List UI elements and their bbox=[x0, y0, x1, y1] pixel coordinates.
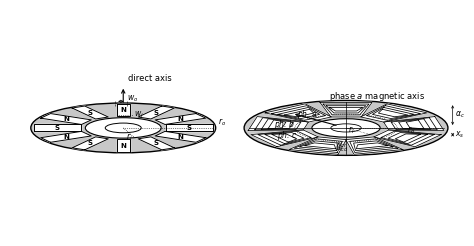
Text: $w_{cd}$: $w_{cd}$ bbox=[335, 144, 348, 154]
Polygon shape bbox=[166, 124, 213, 131]
Text: direct axis: direct axis bbox=[128, 74, 172, 83]
Polygon shape bbox=[320, 102, 372, 117]
Ellipse shape bbox=[31, 103, 216, 153]
Text: N: N bbox=[120, 107, 126, 113]
Text: S: S bbox=[55, 125, 60, 131]
Polygon shape bbox=[346, 137, 403, 154]
Polygon shape bbox=[138, 137, 174, 150]
Text: ph. $a$: ph. $a$ bbox=[297, 108, 318, 122]
Polygon shape bbox=[72, 106, 109, 119]
Text: S: S bbox=[88, 140, 93, 146]
Text: S: S bbox=[187, 125, 192, 131]
Text: phase $a$ magnetic axis: phase $a$ magnetic axis bbox=[328, 90, 425, 103]
Polygon shape bbox=[248, 117, 309, 130]
Polygon shape bbox=[383, 117, 444, 130]
Ellipse shape bbox=[85, 118, 161, 138]
Text: $\alpha_c$: $\alpha_c$ bbox=[455, 110, 465, 120]
Text: $w_i$: $w_i$ bbox=[134, 109, 143, 120]
Polygon shape bbox=[251, 130, 319, 147]
Polygon shape bbox=[138, 106, 174, 119]
Polygon shape bbox=[41, 131, 91, 142]
Text: S: S bbox=[154, 140, 159, 146]
Text: $r_o$: $r_o$ bbox=[218, 116, 226, 128]
Text: N: N bbox=[63, 134, 69, 140]
Text: N: N bbox=[178, 116, 183, 122]
Polygon shape bbox=[374, 130, 441, 147]
Ellipse shape bbox=[312, 119, 380, 137]
Polygon shape bbox=[361, 104, 427, 122]
Polygon shape bbox=[34, 124, 81, 131]
Text: $x_s$: $x_s$ bbox=[455, 129, 465, 140]
Ellipse shape bbox=[331, 124, 361, 132]
Text: ph. $b$: ph. $b$ bbox=[274, 118, 295, 131]
Text: S: S bbox=[154, 109, 159, 116]
Text: N: N bbox=[178, 134, 183, 140]
Polygon shape bbox=[155, 114, 206, 124]
Ellipse shape bbox=[244, 100, 448, 155]
Text: N: N bbox=[120, 143, 126, 149]
Text: $w_o$: $w_o$ bbox=[127, 93, 138, 104]
Polygon shape bbox=[155, 131, 206, 142]
Text: N: N bbox=[63, 116, 69, 122]
Polygon shape bbox=[41, 114, 91, 124]
Polygon shape bbox=[72, 137, 109, 150]
Text: $w_{cr}$: $w_{cr}$ bbox=[335, 140, 347, 150]
Text: ph. $c$: ph. $c$ bbox=[277, 129, 297, 142]
Text: $r_i$: $r_i$ bbox=[126, 131, 132, 143]
Polygon shape bbox=[289, 137, 346, 154]
Text: $r_i$: $r_i$ bbox=[348, 124, 355, 136]
Ellipse shape bbox=[105, 123, 141, 133]
Polygon shape bbox=[265, 104, 331, 122]
Text: S: S bbox=[88, 109, 93, 116]
Text: $r_o$: $r_o$ bbox=[407, 125, 415, 136]
Polygon shape bbox=[117, 104, 130, 116]
Polygon shape bbox=[117, 139, 130, 152]
